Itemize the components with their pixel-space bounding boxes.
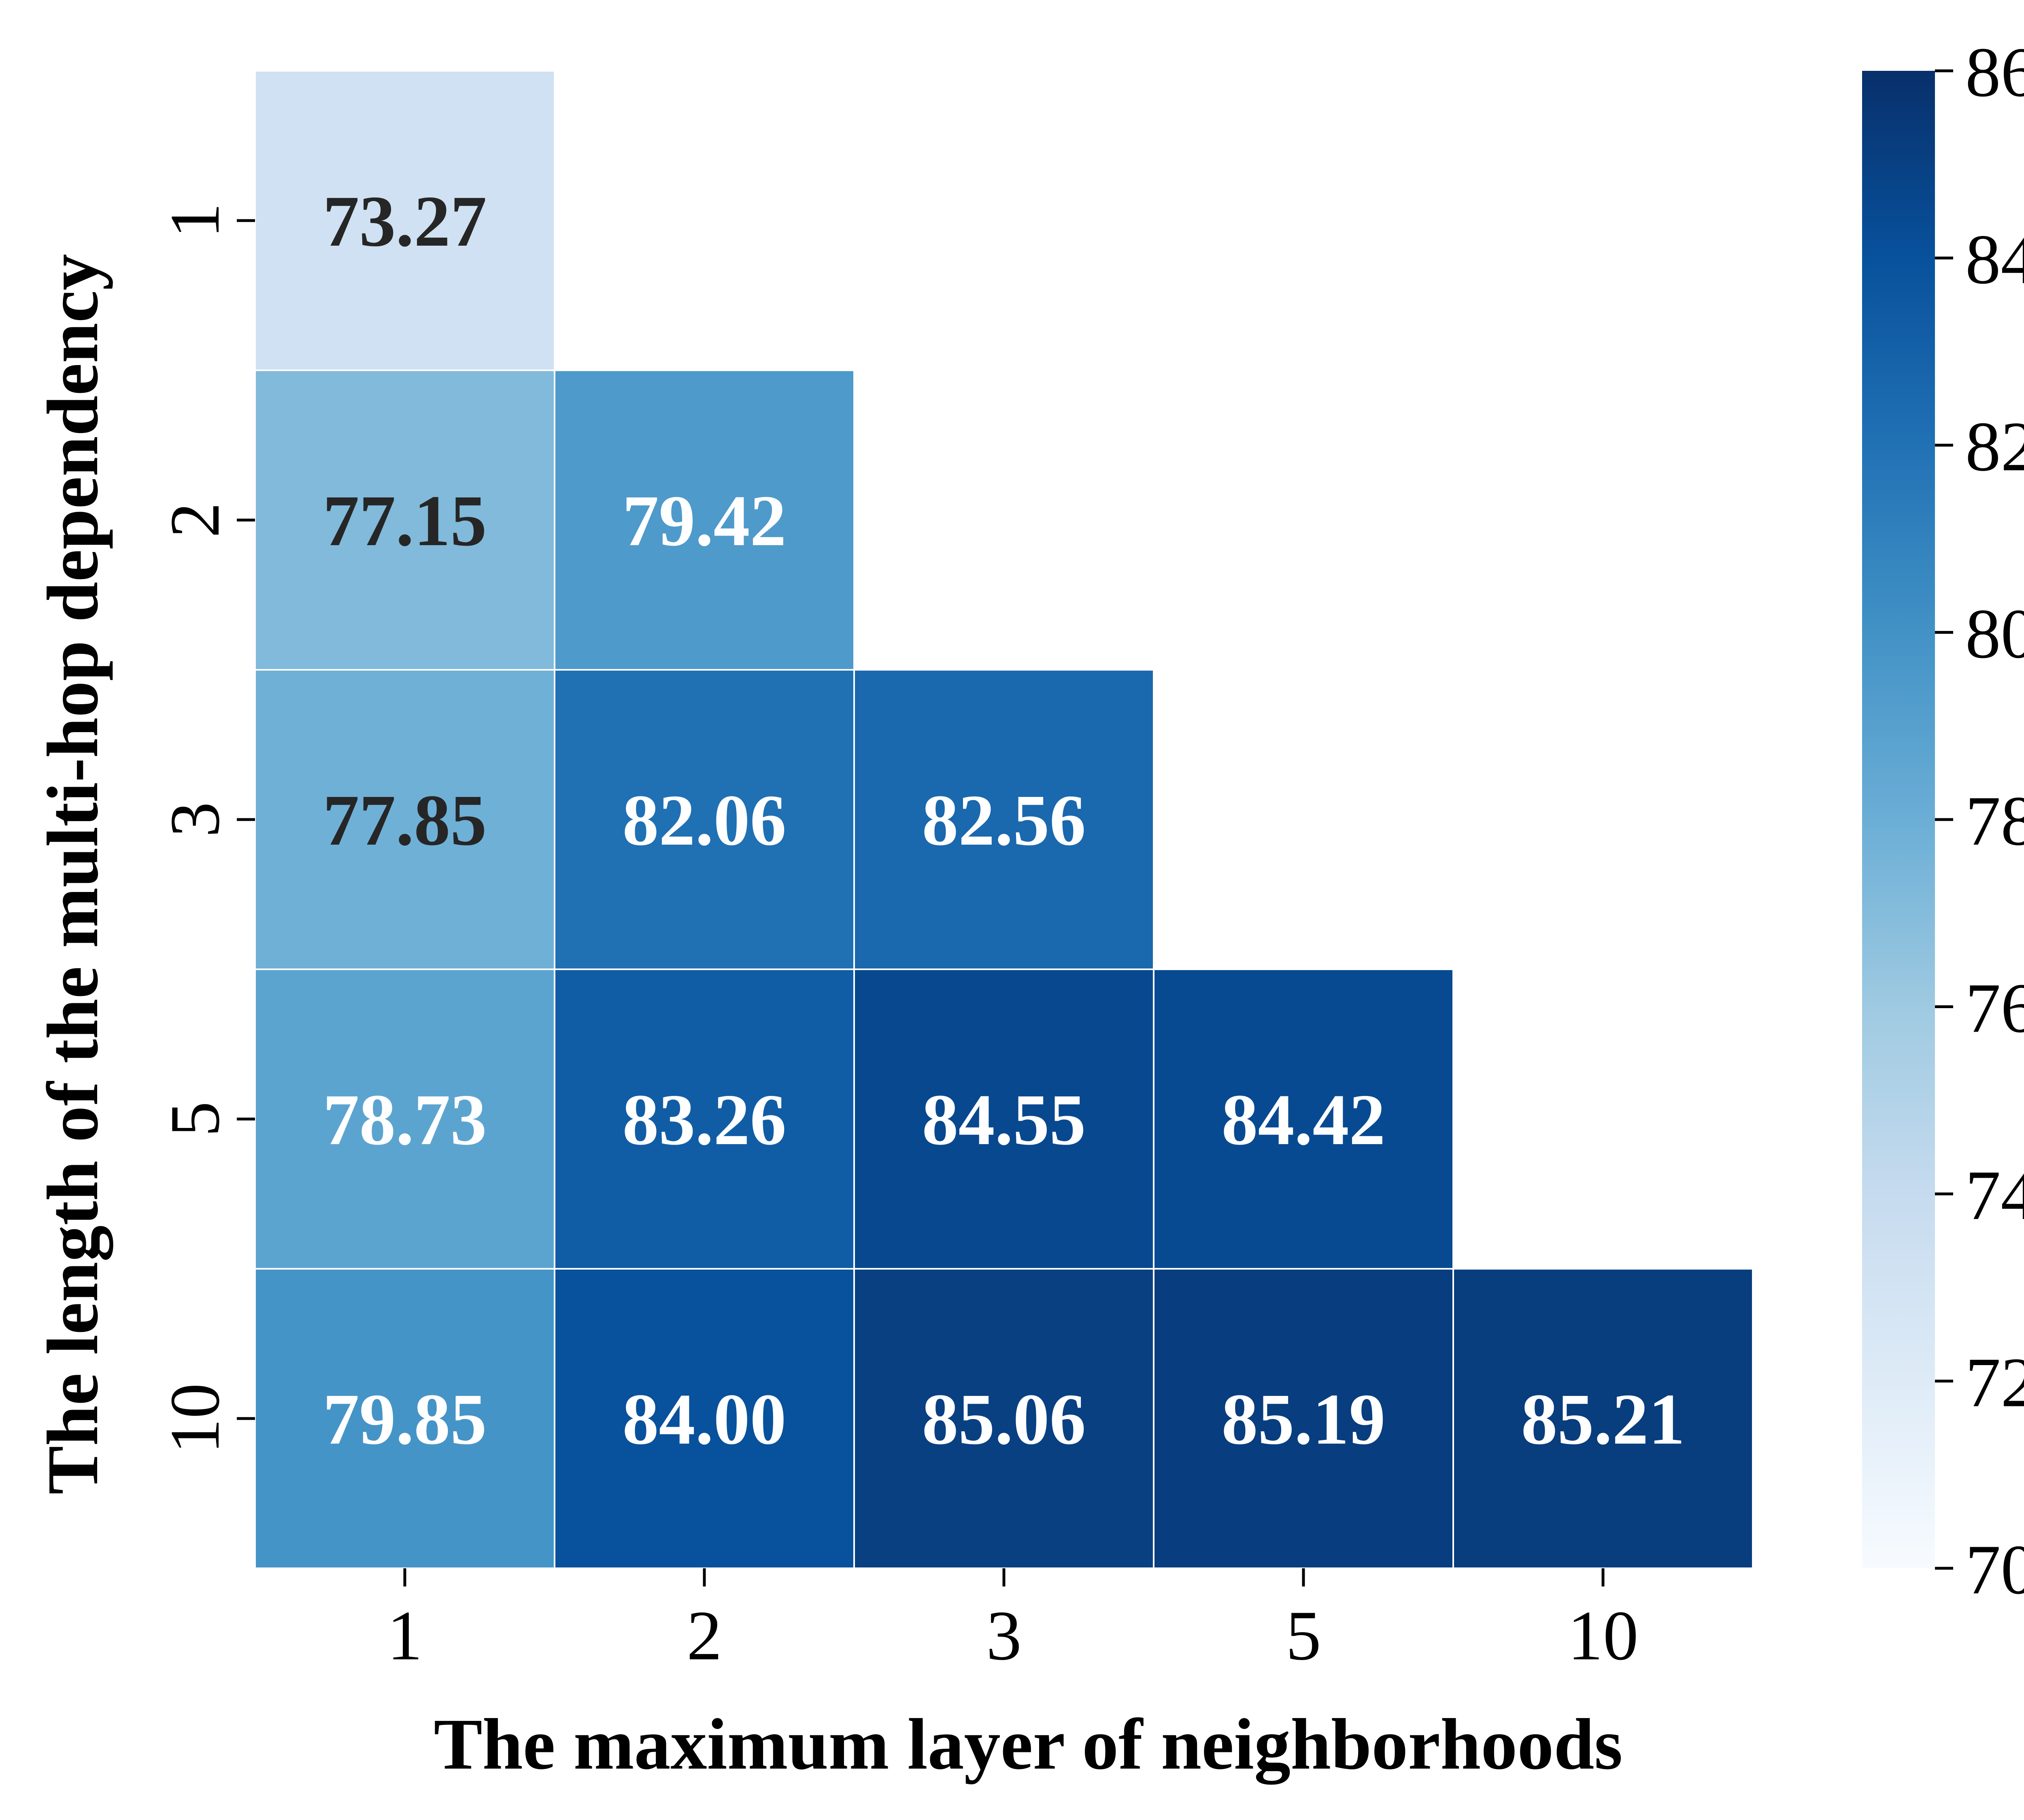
heatmap-cell	[254, 669, 555, 970]
colorbar-tick-label: 74	[1965, 1156, 2024, 1234]
heatmap-cell	[554, 370, 855, 671]
y-tick-label: 2	[155, 502, 234, 538]
colorbar-ticks: 70 72 74 76 78 80 82 84 86	[1935, 33, 2024, 1609]
colorbar-tick-label: 86	[1965, 33, 2024, 111]
heatmap-cell	[554, 669, 855, 970]
heatmap-cell	[1153, 1268, 1454, 1569]
cell-value-label: 85.06	[922, 1379, 1086, 1459]
colorbar-tick-label: 72	[1965, 1343, 2024, 1422]
colorbar	[1862, 71, 1935, 1568]
x-axis-title: The maximum layer of neighborhoods	[434, 1704, 1623, 1785]
cell-value-label: 84.00	[623, 1379, 787, 1459]
cell-value-label: 73.27	[323, 181, 487, 261]
heatmap-cell	[254, 370, 555, 671]
heatmap-cell	[254, 968, 555, 1270]
cell-value-label: 82.06	[623, 780, 787, 860]
y-axis: 1 2 3 5 10	[155, 203, 255, 1454]
x-tick-label: 1	[387, 1596, 423, 1675]
colorbar-tick-label: 80	[1965, 595, 2024, 673]
heatmap-cell	[554, 968, 855, 1270]
cell-value-label: 85.21	[1521, 1379, 1685, 1459]
cell-value-label: 79.85	[323, 1379, 487, 1459]
x-axis: 1 2 3 5 10	[387, 1568, 1639, 1675]
colorbar-tick-label: 70	[1965, 1530, 2024, 1609]
y-axis-title: The length of the multi-hop dependency	[32, 254, 113, 1494]
heatmap-cell	[1452, 1268, 1754, 1569]
x-tick-label: 2	[687, 1596, 722, 1675]
heatmap-cell	[853, 669, 1154, 970]
cell-value-label: 78.73	[323, 1079, 487, 1160]
cell-value-label: 82.56	[922, 780, 1086, 860]
x-tick-label: 5	[1286, 1596, 1321, 1675]
colorbar-tick-label: 84	[1965, 220, 2024, 299]
colorbar-tick-label: 82	[1965, 407, 2024, 486]
heatmap-cell	[554, 1268, 855, 1569]
y-tick-label: 3	[155, 802, 234, 837]
y-tick-label: 10	[155, 1383, 234, 1454]
y-tick-label: 1	[155, 203, 234, 238]
cell-value-label: 77.85	[323, 780, 487, 860]
cell-value-label: 77.15	[323, 480, 487, 561]
cell-value-label: 79.42	[623, 480, 787, 561]
cell-value-label: 84.55	[922, 1079, 1086, 1160]
cell-value-label: 84.42	[1222, 1079, 1386, 1160]
heatmap-cells: 73.27 77.15 79.42 77.85 82.06 82.56 78.73 83.26…	[254, 70, 1754, 1569]
cell-value-label: 85.19	[1222, 1379, 1386, 1459]
heatmap-cell	[853, 1268, 1154, 1569]
colorbar-tick-label: 78	[1965, 782, 2024, 860]
heatmap-cell	[254, 70, 555, 371]
x-tick-label: 3	[986, 1596, 1022, 1675]
colorbar-tick-label: 76	[1965, 969, 2024, 1047]
cell-value-label: 83.26	[623, 1079, 787, 1160]
y-tick-label: 5	[155, 1101, 234, 1137]
x-tick-label: 10	[1568, 1596, 1639, 1675]
heatmap-cell	[1153, 968, 1454, 1270]
